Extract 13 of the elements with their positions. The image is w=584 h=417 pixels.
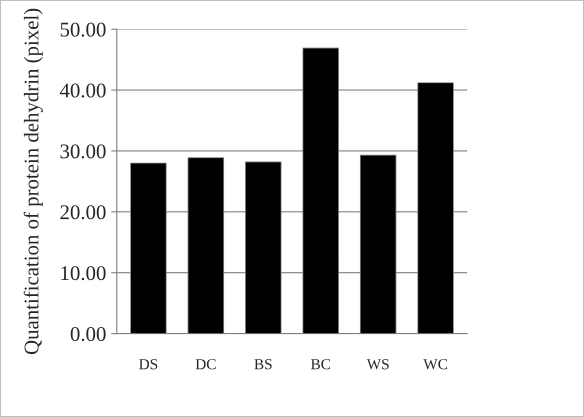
y-tick-label: 10.00 bbox=[61, 266, 106, 280]
x-tick-label: DC bbox=[196, 359, 216, 370]
y-tick-label: 40.00 bbox=[60, 83, 106, 98]
x-tick-label: DS bbox=[139, 359, 158, 370]
y-tick-label: 50.00 bbox=[60, 22, 106, 37]
x-tick-label: BC bbox=[310, 359, 330, 370]
y-axis-title: Quantification of protein dehydrin (pixel) bbox=[24, 8, 43, 354]
x-tick-label: WS bbox=[366, 359, 389, 370]
y-tick-label: 30.00 bbox=[60, 144, 106, 158]
x-tick-label: WC bbox=[423, 359, 448, 370]
x-tick-label: BS bbox=[254, 359, 272, 370]
y-tick-label: 0.00 bbox=[70, 326, 106, 342]
y-tick-label: 20.00 bbox=[60, 205, 106, 220]
